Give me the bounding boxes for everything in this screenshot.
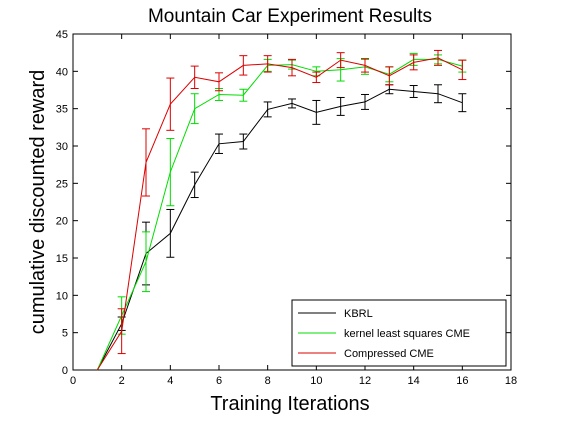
error-bar: [166, 208, 175, 258]
y-axis-title: cumulative discounted reward: [27, 70, 49, 335]
series-2: [96, 49, 467, 371]
y-tick-label: 15: [56, 253, 68, 265]
y-tick-label: 5: [62, 328, 68, 340]
error-bar: [215, 72, 223, 92]
error-bar: [288, 58, 296, 77]
legend-label: Compressed CME: [344, 348, 434, 360]
x-axis-title: Training Iterations: [210, 393, 369, 415]
series-layer: [96, 49, 467, 371]
error-bar: [312, 99, 321, 125]
chart-title: Mountain Car Experiment Results: [148, 6, 432, 27]
error-bar: [288, 98, 296, 109]
legend-item: kernel least squares CME: [298, 328, 470, 340]
error-bar: [312, 71, 321, 84]
y-tick-label: 20: [56, 216, 68, 228]
x-tick-label: 16: [456, 375, 468, 387]
y-tick-label: 0: [62, 365, 68, 377]
error-bar: [239, 88, 248, 102]
error-bar: [361, 58, 369, 73]
error-bar: [263, 101, 272, 118]
error-bar: [142, 231, 150, 293]
axis-ticks: 0 2 4 6 8 10 12 14 16 18 0 5 10 15 20 25 30 35 40 45: [56, 29, 517, 387]
legend: KBRL kernel least squares CME Compressed C…: [291, 299, 507, 367]
legend-item: KBRL: [298, 308, 373, 320]
y-tick-label: 35: [56, 104, 68, 116]
x-tick-label: 12: [359, 375, 371, 387]
error-bar: [166, 77, 175, 131]
x-tick-label: 10: [310, 375, 322, 387]
x-tick-label: 4: [167, 375, 173, 387]
error-bar: [239, 133, 248, 150]
error-bar: [117, 308, 126, 355]
x-tick-label: 2: [119, 375, 125, 387]
error-bar: [409, 54, 418, 71]
legend-item: Compressed CME: [298, 348, 434, 360]
series-line: [96, 88, 463, 371]
error-bar: [336, 52, 345, 69]
error-bar: [263, 55, 272, 73]
error-bar: [385, 66, 394, 86]
error-bar: [190, 171, 199, 199]
legend-label: kernel least squares CME: [344, 328, 470, 340]
x-tick-label: 8: [265, 375, 271, 387]
series-line: [96, 58, 463, 371]
error-bar: [166, 138, 175, 207]
error-bar: [458, 93, 467, 113]
x-tick-label: 0: [70, 375, 76, 387]
y-tick-label: 10: [56, 290, 68, 302]
error-bar: [190, 93, 199, 125]
error-bar: [142, 128, 150, 197]
x-tick-label: 14: [408, 375, 420, 387]
error-bar: [409, 85, 418, 98]
y-tick-label: 25: [56, 178, 68, 190]
error-bar: [458, 59, 467, 81]
series-line: [96, 57, 463, 371]
error-bar: [336, 96, 345, 116]
x-tick-label: 6: [216, 375, 222, 387]
error-bar: [190, 65, 199, 90]
error-bar: [434, 49, 442, 66]
y-tick-label: 40: [56, 66, 68, 78]
legend-label: KBRL: [344, 308, 373, 320]
error-bar: [215, 133, 223, 154]
y-tick-label: 45: [56, 29, 68, 41]
x-tick-label: 18: [505, 375, 517, 387]
y-tick-label: 30: [56, 141, 68, 153]
error-bar: [434, 84, 442, 104]
error-bar: [239, 55, 248, 76]
error-bar: [361, 93, 369, 110]
